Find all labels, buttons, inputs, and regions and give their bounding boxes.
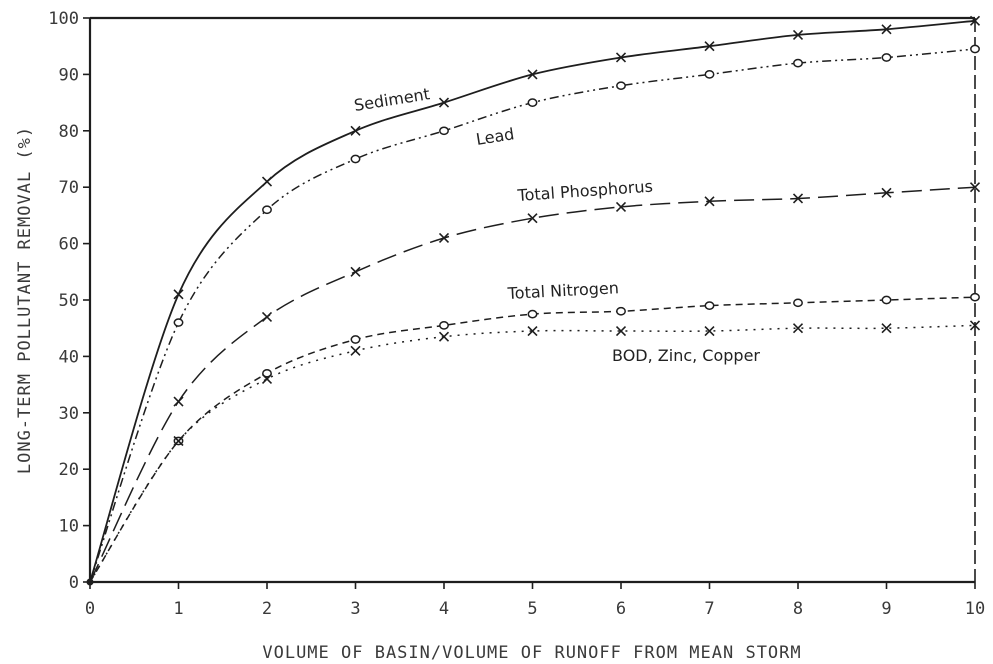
data-point-sediment xyxy=(173,289,184,300)
data-point-total-nitrogen xyxy=(616,306,626,316)
data-point-total-phosphorus xyxy=(969,182,981,193)
x-axis-title: VOLUME OF BASIN/VOLUME OF RUNOFF FROM ME… xyxy=(262,643,801,663)
data-point-lead xyxy=(970,44,980,54)
data-point-lead xyxy=(793,58,803,68)
y-tick-label: 40 xyxy=(59,347,79,367)
data-point-sediment xyxy=(438,97,450,108)
data-point-bod-zinc-copper xyxy=(261,373,273,385)
x-tick-label: 5 xyxy=(527,599,537,619)
data-point-total-nitrogen xyxy=(704,301,715,310)
data-point-total-phosphorus xyxy=(792,193,804,204)
y-tick-label: 20 xyxy=(59,460,79,480)
data-point-total-nitrogen xyxy=(350,335,361,344)
data-point-total-phosphorus xyxy=(350,266,361,277)
series-layer xyxy=(89,19,976,583)
data-point-sediment xyxy=(350,125,361,136)
data-point-bod-zinc-copper xyxy=(615,325,627,337)
data-point-total-phosphorus xyxy=(615,201,627,213)
data-point-total-phosphorus xyxy=(261,311,273,322)
y-tick-label: 10 xyxy=(59,517,79,537)
data-point-bod-zinc-copper xyxy=(438,331,450,342)
x-tick-label: 2 xyxy=(262,599,272,619)
x-tick-label: 10 xyxy=(965,599,985,619)
series-line-bod-zinc-copper xyxy=(89,324,976,583)
x-tick-label: 9 xyxy=(881,599,891,619)
y-tick-label: 80 xyxy=(59,122,79,142)
series-line-sediment xyxy=(89,19,976,583)
data-point-total-phosphorus xyxy=(704,196,715,207)
x-tick-label: 0 xyxy=(85,599,95,619)
data-point-total-phosphorus xyxy=(881,187,892,198)
data-point-lead xyxy=(527,98,538,107)
data-point-bod-zinc-copper xyxy=(704,325,715,337)
y-tick-label: 70 xyxy=(59,178,79,198)
data-point-total-nitrogen xyxy=(262,368,272,378)
y-tick-label: 0 xyxy=(69,573,79,593)
x-tick-label: 3 xyxy=(350,599,360,619)
x-tick-label: 8 xyxy=(793,599,803,619)
data-point-lead xyxy=(616,81,626,91)
data-point-sediment xyxy=(881,24,892,35)
series-label-bod-zinc-copper: BOD, Zinc, Copper xyxy=(612,346,760,365)
y-tick-label: 90 xyxy=(59,65,79,85)
data-point-total-nitrogen xyxy=(881,295,892,305)
data-point-total-nitrogen xyxy=(527,309,538,319)
data-point-bod-zinc-copper xyxy=(792,323,804,334)
origin-point xyxy=(86,578,94,586)
data-point-sediment xyxy=(261,176,273,187)
x-tick-label: 7 xyxy=(704,599,714,619)
data-point-lead xyxy=(881,53,892,62)
series-line-total-nitrogen xyxy=(89,296,976,583)
x-tick-label: 4 xyxy=(439,599,449,619)
x-tick-label: 1 xyxy=(173,599,183,619)
data-point-total-nitrogen xyxy=(439,321,449,330)
data-point-lead xyxy=(704,70,715,79)
data-point-total-nitrogen xyxy=(970,292,980,302)
data-point-bod-zinc-copper xyxy=(969,320,981,331)
y-tick-label: 30 xyxy=(59,404,79,424)
data-point-sediment xyxy=(527,69,538,80)
y-axis-title: LONG-TERM POLLUTANT REMOVAL (%) xyxy=(15,126,35,474)
x-tick-label: 6 xyxy=(616,599,626,619)
data-point-total-phosphorus xyxy=(438,232,450,244)
data-point-lead xyxy=(350,154,361,164)
data-point-total-nitrogen xyxy=(793,298,803,308)
markers-layer xyxy=(86,15,981,586)
series-line-lead xyxy=(89,48,976,583)
data-point-total-phosphorus xyxy=(173,396,184,407)
series-label-lead: Lead xyxy=(475,124,516,149)
data-point-bod-zinc-copper xyxy=(527,325,538,337)
data-point-lead xyxy=(262,205,272,215)
ticks xyxy=(83,17,976,589)
y-tick-label: 50 xyxy=(59,291,79,311)
data-point-sediment xyxy=(704,41,715,52)
data-point-total-phosphorus xyxy=(527,213,538,224)
data-point-sediment xyxy=(792,29,804,40)
data-point-lead xyxy=(439,126,449,136)
data-point-bod-zinc-copper xyxy=(173,435,184,447)
data-point-bod-zinc-copper xyxy=(881,323,892,334)
y-tick-label: 100 xyxy=(48,9,79,29)
data-point-sediment xyxy=(615,52,627,63)
series-line-total-phosphorus xyxy=(89,186,976,583)
data-point-bod-zinc-copper xyxy=(350,345,361,356)
data-point-sediment xyxy=(969,15,981,26)
series-label-total-nitrogen: Total Nitrogen xyxy=(506,278,619,303)
data-point-lead xyxy=(173,318,184,327)
series-label-total-phosphorus: Total Phosphorus xyxy=(516,177,654,205)
y-tick-label: 60 xyxy=(59,235,79,255)
